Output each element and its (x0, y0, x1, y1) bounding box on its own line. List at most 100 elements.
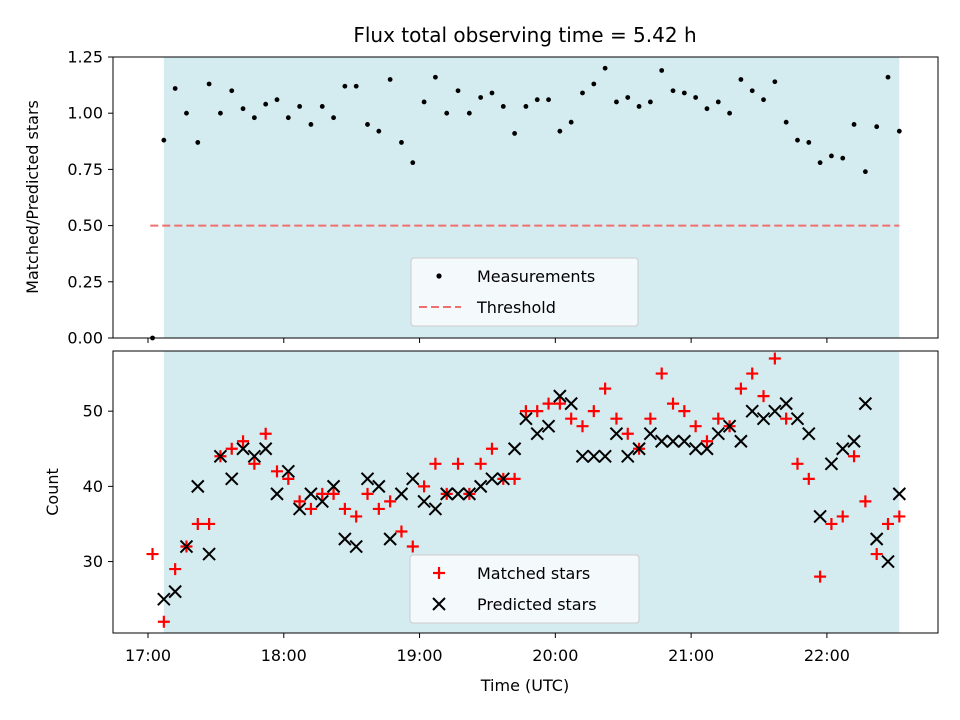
predicted-point-2137 (768, 404, 782, 418)
measurement-point-1747 (251, 115, 257, 121)
matched-point-2217 (859, 495, 872, 508)
matched-point-1827 (338, 502, 351, 515)
predicted-point-1957 (541, 419, 556, 433)
matched-point-1802 (282, 472, 295, 485)
measurement-point-2232 (896, 128, 902, 134)
measurement-point-1902 (421, 99, 427, 105)
measurement-point-2132 (761, 97, 766, 103)
measurement-point-1822 (331, 115, 336, 121)
predicted-point-2157 (813, 509, 827, 524)
predicted-point-1947 (519, 411, 533, 426)
measurement-point-2007 (568, 119, 574, 125)
ratio-y-tick-label: 0.25 (67, 272, 103, 291)
measurement-point-1812 (308, 122, 314, 127)
matched-point-1752 (259, 427, 272, 440)
predicted-point-2037 (632, 442, 646, 456)
measurement-point-2202 (829, 153, 834, 159)
measurement-point-1937 (500, 104, 506, 109)
time-x-tick-label: 20:00 (532, 646, 578, 665)
matched-point-1742 (237, 435, 250, 448)
predicted-point-1732 (213, 449, 228, 463)
matched-point-1902 (418, 480, 431, 493)
predicted-point-2127 (745, 404, 759, 418)
predicted-point-2027 (609, 427, 624, 441)
matched-point-1847 (384, 495, 397, 508)
predicted-point-1712 (168, 584, 182, 599)
matched-point-2022 (599, 382, 612, 395)
matched-point-2152 (802, 472, 815, 485)
predicted-point-2122 (734, 434, 748, 448)
predicted-point-2057 (677, 434, 692, 448)
matched-point-2102 (689, 420, 702, 433)
measurement-point-2157 (817, 160, 823, 166)
measurement-point-1857 (410, 160, 416, 166)
measurement-point-2122 (738, 77, 744, 82)
matched-point-2012 (576, 420, 589, 433)
measurement-point-2112 (715, 99, 721, 105)
measurement-point-1842 (376, 128, 382, 134)
count-y-tick-label: 30 (83, 552, 103, 571)
predicted-point-1807 (292, 502, 307, 516)
legend-label-matched: Matched stars (477, 564, 590, 583)
ratio-y-tick-label: 0.00 (67, 329, 103, 348)
matched-point-1747 (248, 457, 261, 470)
ratio-panel: 0.00 0.25 0.50 0.75 1.00 1.25 Flux total obse… (23, 23, 939, 348)
predicted-point-2147 (790, 411, 805, 426)
predicted-point-1942 (507, 442, 522, 456)
matched-point-1947 (519, 405, 532, 418)
count-legend: Matched stars Predicted stars (409, 554, 640, 624)
matched-point-1757 (270, 465, 283, 478)
matched-point-1702 (146, 548, 159, 561)
measurement-point-2052 (670, 88, 676, 94)
matched-point-1727 (203, 517, 216, 530)
predicted-point-1917 (451, 487, 465, 501)
count-y-axis-label: Count (43, 468, 62, 516)
ratio-panel-frame (112, 56, 939, 339)
matched-point-1722 (191, 517, 204, 530)
predicted-point-1722 (191, 479, 205, 494)
measurement-point-2017 (591, 81, 597, 87)
predicted-point-2017 (587, 449, 601, 463)
measurement-point-1712 (172, 86, 178, 91)
matched-point-2232 (893, 510, 906, 523)
measurement-point-1722 (195, 140, 201, 145)
count-panel-frame (112, 350, 939, 634)
count-y-tick-label: 50 (83, 402, 103, 421)
predicted-point-1922 (462, 487, 477, 501)
predicted-point-1752 (258, 442, 273, 456)
legend-label-predicted: Predicted stars (477, 595, 597, 614)
measurement-point-2142 (783, 119, 789, 125)
measurement-point-1952 (534, 97, 540, 103)
predicted-point-1952 (530, 427, 544, 441)
matched-point-2227 (882, 517, 895, 530)
predicted-point-1912 (440, 487, 454, 501)
predicted-point-1937 (496, 472, 510, 486)
matched-point-2017 (587, 405, 600, 418)
predicted-point-1907 (428, 502, 443, 516)
predicted-point-2047 (654, 434, 669, 448)
predicted-point-1902 (417, 494, 431, 509)
ratio-legend: Measurements Threshold (410, 257, 639, 327)
predicted-point-2032 (621, 449, 635, 463)
measurement-point-1727 (206, 81, 212, 87)
matched-point-2127 (746, 367, 759, 380)
measurement-point-1807 (297, 104, 303, 109)
count-legend-box (409, 554, 640, 624)
predicted-point-2007 (564, 396, 578, 411)
predicted-point-1742 (236, 442, 250, 456)
predicted-point-1832 (349, 539, 363, 554)
measurement-point-2037 (636, 104, 642, 109)
count-y-tick-label: 40 (83, 477, 103, 496)
predicted-point-2112 (711, 427, 725, 441)
matched-point-1957 (542, 397, 555, 410)
matched-point-1707 (157, 615, 170, 628)
measurement-point-1907 (433, 74, 438, 80)
matched-point-2052 (667, 397, 680, 410)
measurement-point-1957 (546, 97, 551, 103)
measurement-point-1942 (512, 131, 518, 136)
chart-title: Flux total observing time = 5.42 h (353, 23, 696, 47)
measurement-point-1912 (444, 110, 450, 116)
predicted-point-2022 (598, 449, 612, 463)
time-x-axis-label: Time (UTC) (480, 676, 569, 695)
